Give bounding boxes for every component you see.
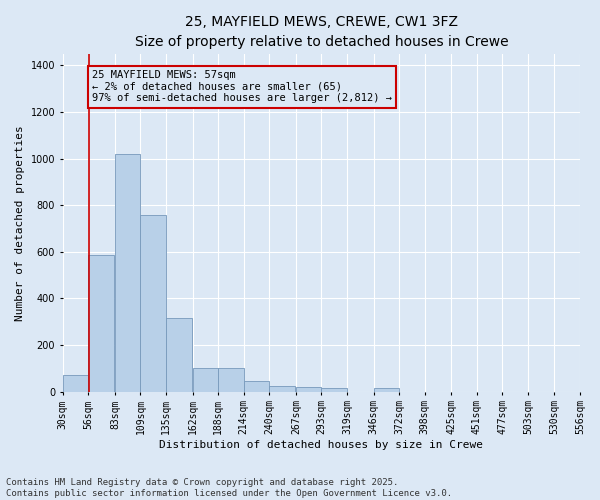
- Y-axis label: Number of detached properties: Number of detached properties: [15, 125, 25, 320]
- Bar: [322, 388, 347, 392]
- Bar: [88, 256, 114, 392]
- Text: Contains HM Land Registry data © Crown copyright and database right 2025.
Contai: Contains HM Land Registry data © Crown c…: [6, 478, 452, 498]
- Bar: [166, 318, 191, 392]
- Bar: [63, 376, 88, 392]
- Bar: [374, 388, 399, 392]
- Text: 25 MAYFIELD MEWS: 57sqm
← 2% of detached houses are smaller (65)
97% of semi-det: 25 MAYFIELD MEWS: 57sqm ← 2% of detached…: [92, 70, 392, 103]
- Bar: [193, 368, 218, 392]
- Bar: [218, 368, 244, 392]
- Bar: [269, 386, 295, 392]
- Bar: [244, 381, 269, 392]
- Bar: [296, 387, 322, 392]
- X-axis label: Distribution of detached houses by size in Crewe: Distribution of detached houses by size …: [160, 440, 484, 450]
- Bar: [115, 154, 140, 392]
- Bar: [140, 214, 166, 392]
- Title: 25, MAYFIELD MEWS, CREWE, CW1 3FZ
Size of property relative to detached houses i: 25, MAYFIELD MEWS, CREWE, CW1 3FZ Size o…: [134, 15, 508, 48]
